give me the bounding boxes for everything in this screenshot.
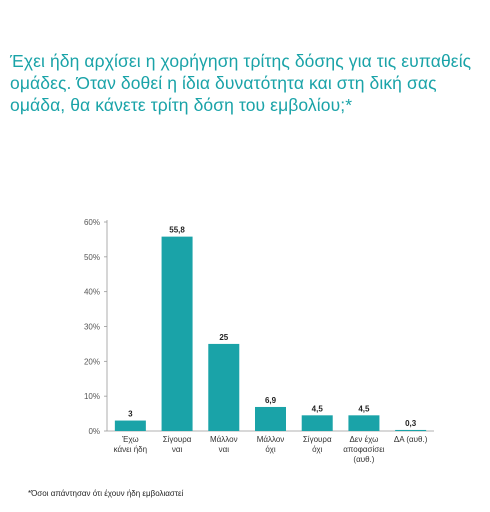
bar (114, 420, 146, 431)
data-label: 6,9 (265, 396, 277, 405)
y-tick-label: 30% (84, 323, 100, 332)
y-tick-label: 60% (84, 218, 100, 227)
x-tick-label: Μάλλον ναι (210, 435, 238, 454)
bars: 3 55,8 25 6,9 4,5 4,5 0,3 (114, 226, 427, 431)
x-tick-label: Έχω κάνει ήδη (114, 435, 147, 454)
x-tick-label: Μάλλον όχι (257, 435, 285, 454)
x-tick-label: Σίγουρα όχι (303, 435, 332, 454)
data-label: 3 (128, 410, 133, 419)
data-label: 25 (219, 333, 228, 342)
data-label: 4,5 (312, 404, 324, 413)
data-label: 4,5 (358, 404, 370, 413)
y-tick-label: 10% (84, 392, 100, 401)
y-tick-label: 50% (84, 253, 100, 262)
data-label: 55,8 (169, 226, 185, 235)
chart-title: Έχει ήδη αρχίσει η χορήγηση τρίτης δόσης… (10, 51, 472, 115)
bar (255, 406, 286, 431)
data-label: 0,3 (405, 419, 417, 428)
bar (348, 415, 380, 431)
x-tick-label: ΔΑ (αυθ.) (394, 435, 428, 444)
y-tick-label: 0% (88, 427, 100, 436)
bar (301, 415, 333, 431)
x-tick-label: Δεν έχω αποφασίσει (αυθ.) (343, 435, 385, 464)
y-tick-label: 20% (84, 357, 100, 366)
x-tick-label: Σίγουρα ναι (163, 435, 192, 454)
x-axis-labels: Έχω κάνει ήδη Σίγουρα ναι Μάλλον ναι Μάλλον όχι… (114, 435, 428, 464)
bar (208, 343, 240, 431)
bar-chart: 0% 10% 20% 30% 40% 50% 60% 3 55,8 25 6,9 4,5 4,5 0,3… (84, 218, 434, 464)
y-tick-label: 40% (84, 288, 100, 297)
y-axis: 0% 10% 20% 30% 40% 50% 60% (84, 218, 434, 436)
bar (161, 236, 193, 431)
footnote: *Όσοι απάντησαν ότι έχουν ήδη εμβολιαστε… (28, 489, 184, 498)
bar (395, 429, 427, 431)
